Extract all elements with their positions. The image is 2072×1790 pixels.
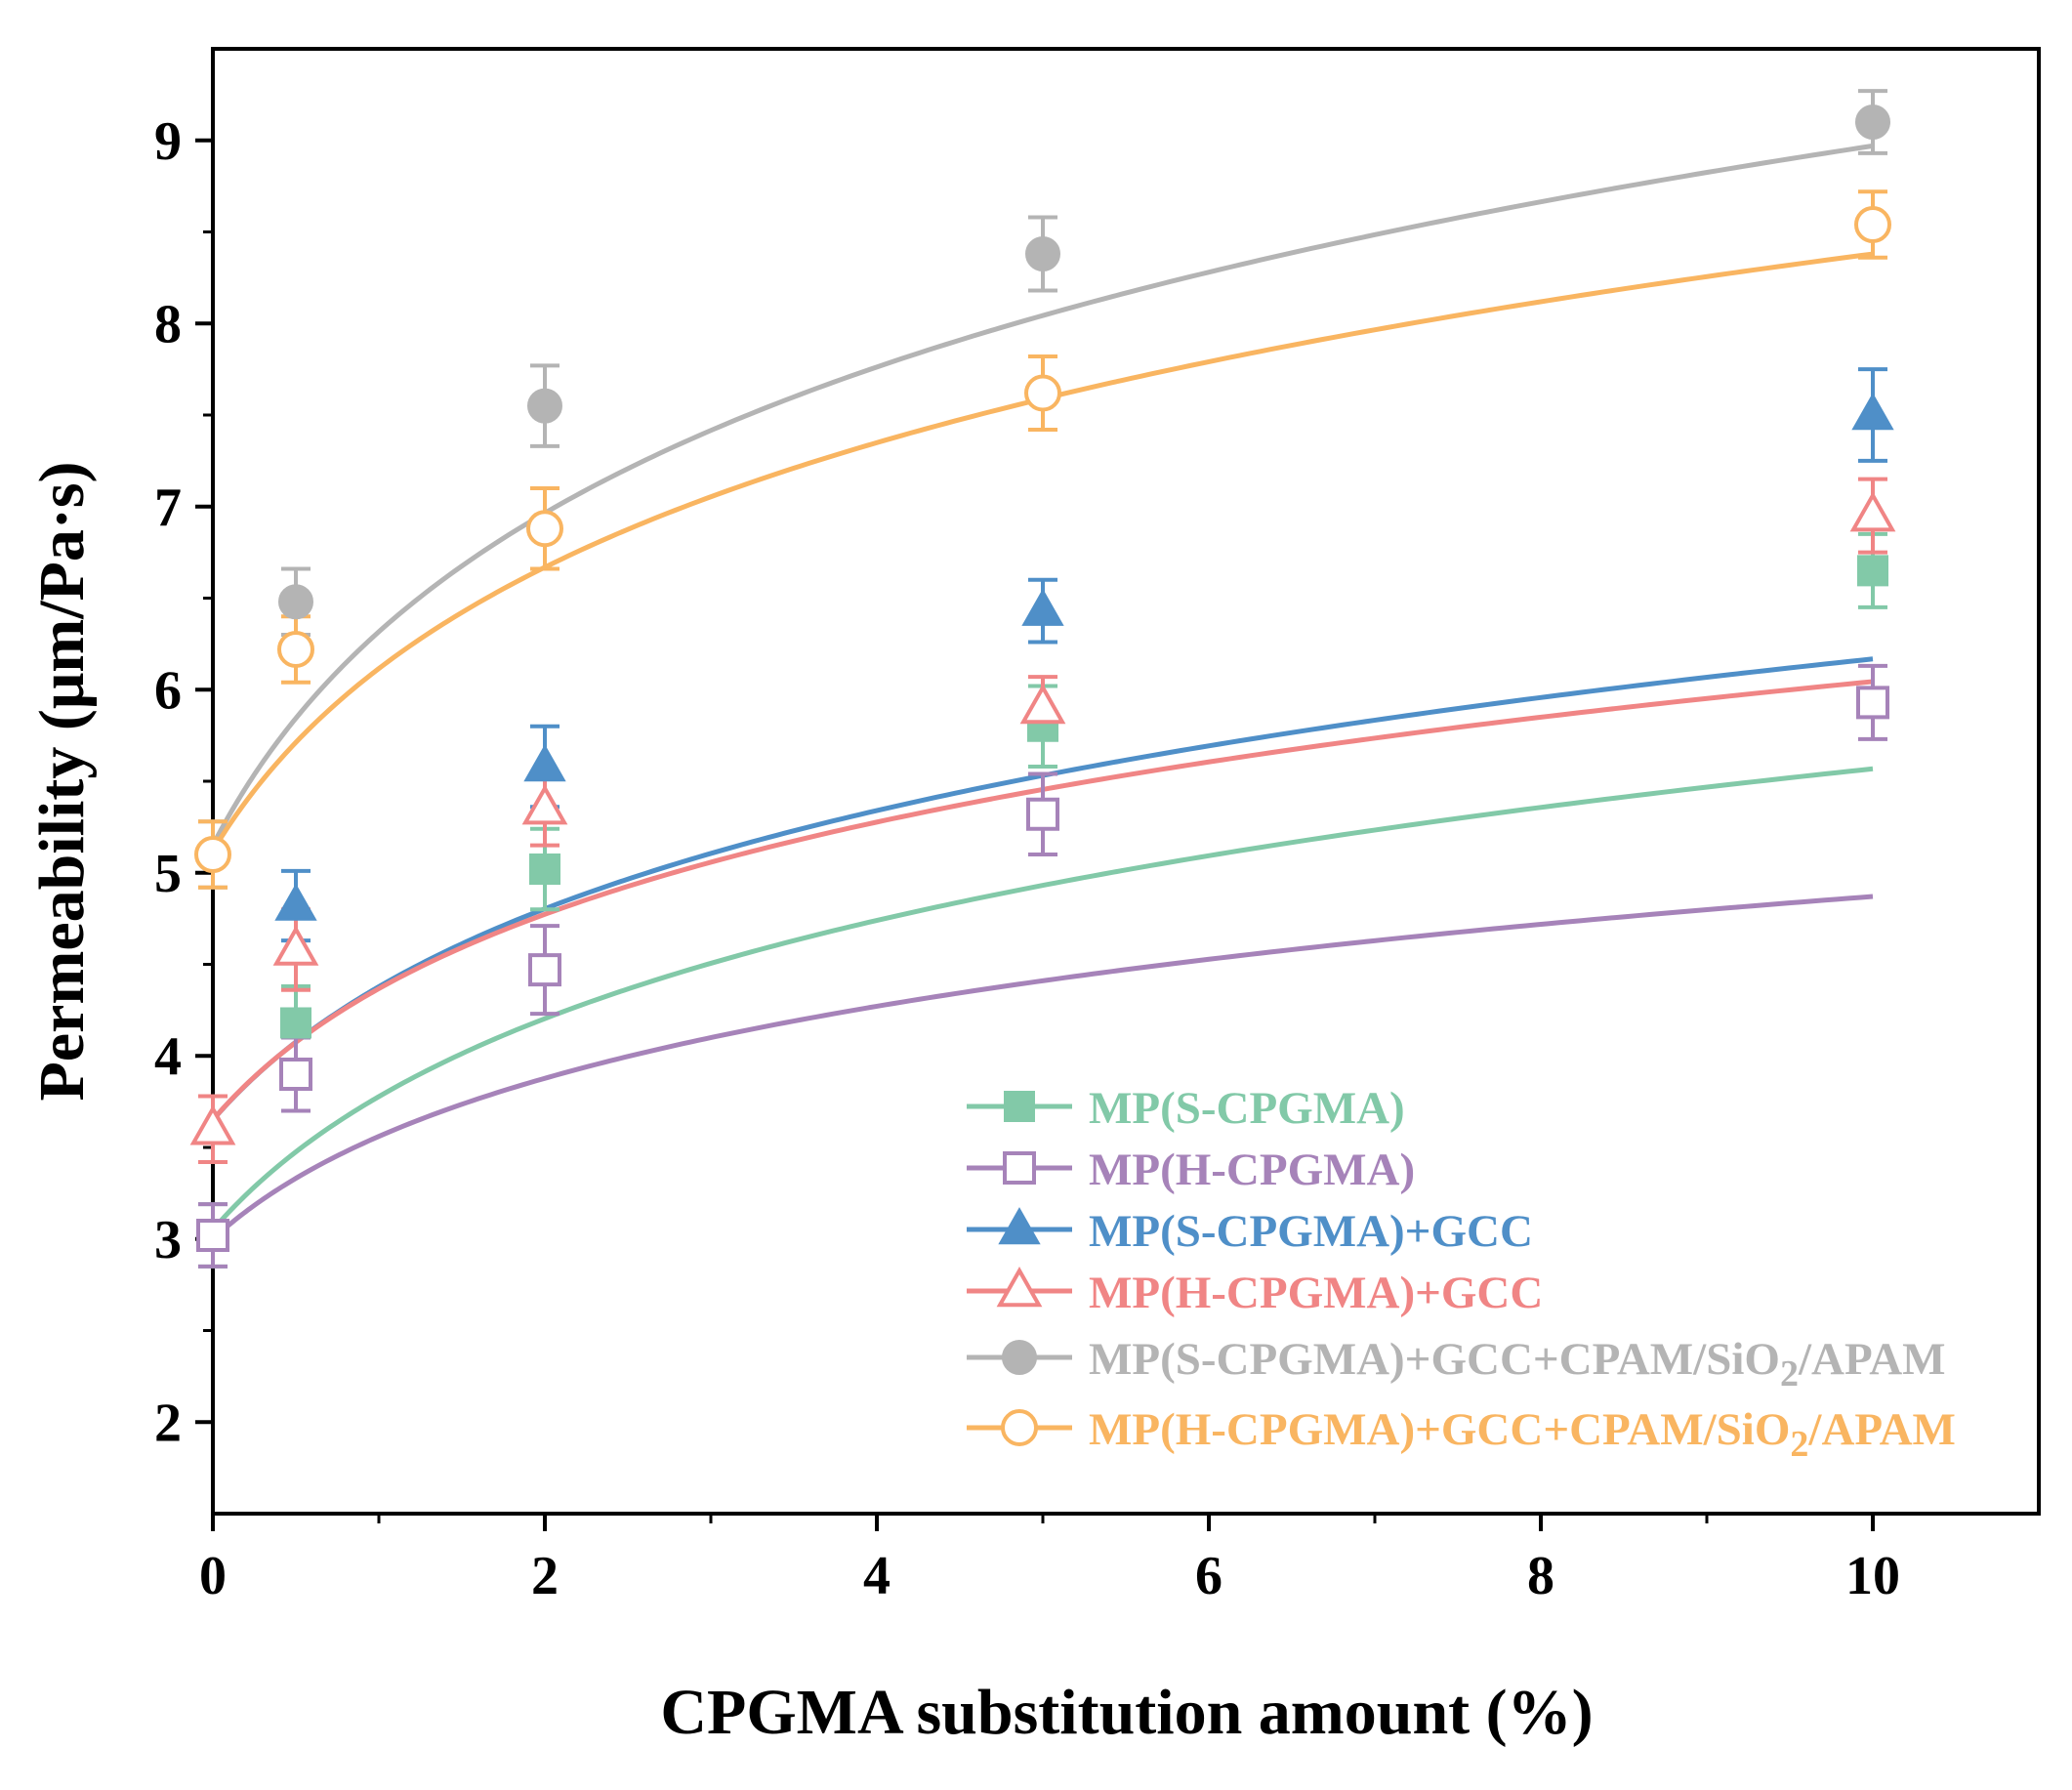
- data-point: [1857, 555, 1888, 587]
- data-point: [1855, 104, 1890, 140]
- legend-label-4: MP(S-CPGMA)+GCC+CPAM/SiO2/APAM: [1089, 1334, 1946, 1395]
- x-tick-label: 8: [1527, 1546, 1554, 1606]
- legend-label-3: MP(H-CPGMA)+GCC: [1089, 1268, 1543, 1318]
- data-point: [1854, 206, 1891, 243]
- x-tick-label: 2: [531, 1546, 559, 1606]
- x-tick-label: 0: [199, 1546, 227, 1606]
- data-point: [1856, 686, 1889, 720]
- legend-marker-3: [996, 1267, 1043, 1308]
- data-point: [1019, 684, 1066, 725]
- data-point: [1025, 236, 1060, 271]
- data-point: [277, 631, 314, 668]
- data-point: [1024, 374, 1061, 412]
- fit-curve-0: [211, 766, 1874, 1231]
- y-tick-label: 9: [154, 111, 182, 172]
- legend-marker-4: [1002, 1340, 1037, 1375]
- legend-marker-2: [998, 1207, 1041, 1245]
- data-point: [526, 510, 563, 548]
- data-point: [274, 883, 317, 921]
- y-tick-label: 7: [154, 478, 182, 538]
- y-tick-label: 3: [154, 1210, 182, 1270]
- data-point: [194, 836, 231, 873]
- data-point: [1849, 491, 1896, 532]
- x-tick-label: 6: [1195, 1546, 1222, 1606]
- data-point: [278, 584, 313, 620]
- data-point: [196, 1219, 229, 1252]
- fit-curve-4: [210, 143, 1874, 847]
- fit-curve-5: [210, 251, 1874, 853]
- data-point: [527, 388, 562, 424]
- data-point: [1026, 797, 1059, 831]
- data-point: [279, 1058, 312, 1091]
- legend-marker-5: [1001, 1409, 1038, 1446]
- legend: MP(S-CPGMA) MP(H-CPGMA) MP(S-CPGMA)+GCC MP(…: [967, 1083, 1956, 1465]
- data-point: [1851, 393, 1894, 431]
- data-point: [189, 1104, 236, 1145]
- data-point: [529, 853, 560, 885]
- x-tick-label: 4: [863, 1546, 891, 1606]
- legend-label-2: MP(S-CPGMA)+GCC: [1089, 1206, 1533, 1257]
- legend-marker-0: [1004, 1091, 1035, 1122]
- y-tick-label: 6: [154, 660, 182, 721]
- fit-curve-1: [211, 894, 1874, 1241]
- data-point: [528, 953, 561, 987]
- legend-marker-1: [1003, 1151, 1036, 1185]
- x-axis-title: CPGMA substitution amount (%): [660, 1677, 1593, 1748]
- axes-layer: 2 3 4 5 6 7 8 9 0 2 4 6 8 10: [154, 47, 2041, 1606]
- data-point: [272, 925, 319, 966]
- y-tick-label: 8: [154, 294, 182, 354]
- data-point: [523, 744, 566, 782]
- y-tick-label: 5: [154, 844, 182, 904]
- data-markers: [189, 104, 1896, 1252]
- legend-label-1: MP(H-CPGMA): [1089, 1145, 1415, 1195]
- x-tick-label: 10: [1845, 1546, 1900, 1606]
- legend-label-0: MP(S-CPGMA): [1089, 1083, 1405, 1134]
- data-point: [521, 784, 568, 825]
- data-point: [280, 1007, 311, 1039]
- y-tick-label: 2: [154, 1393, 182, 1453]
- y-axis-title: Permeability (μm/Pa·s): [26, 461, 98, 1101]
- legend-label-5: MP(H-CPGMA)+GCC+CPAM/SiO2/APAM: [1089, 1404, 1956, 1465]
- y-tick-label: 4: [154, 1026, 182, 1087]
- error-bars: [198, 89, 1887, 1269]
- data-point: [1021, 588, 1064, 626]
